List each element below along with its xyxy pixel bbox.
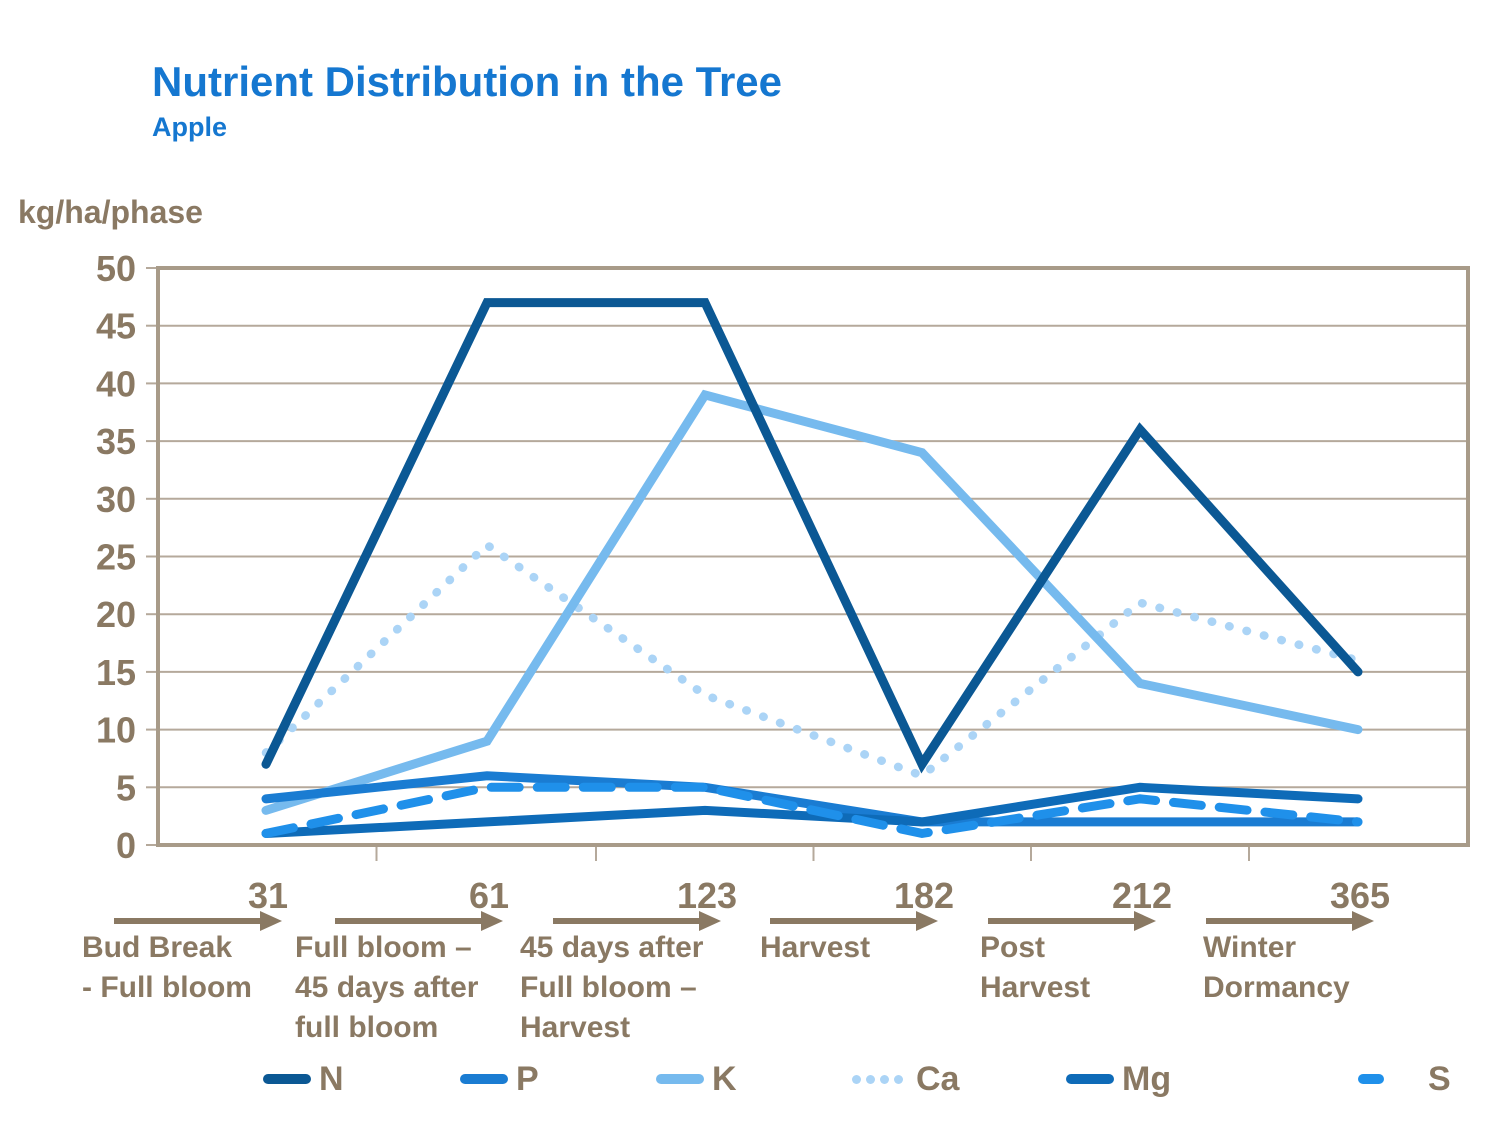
phase-label: Full bloom –45 days after full bloom [295,931,479,1044]
x-axis-day-label: 61 [469,875,509,916]
legend-item-Mg: Mg [1066,1062,1171,1096]
chart-subtitle: Apple [152,112,228,142]
series-line-P [261,771,1363,827]
phase-label: Bud Break - Full bloom [82,931,252,1004]
x-axis-day-label: 31 [248,875,288,916]
y-axis-tick-label: 10 [96,710,136,751]
phase-arrow-head [260,911,282,931]
y-axis-tick-label: 40 [96,363,136,404]
phase-arrow-head [1134,911,1156,931]
legend-swatch-Mg [1066,1074,1114,1084]
y-axis-tick-label: 5 [116,767,136,808]
phase-arrow-head [916,911,938,931]
x-axis-day-label: 212 [1112,875,1172,916]
legend-swatch-Ca [852,1074,908,1084]
phase-label: 45 days after Full bloom – Harvest [520,931,704,1044]
legend-swatch-S [1358,1074,1384,1084]
phase-arrow-head [1352,911,1374,931]
series-line-Mg [261,782,1363,838]
legend-swatch-P [460,1074,508,1084]
legend-item-K: K [656,1062,737,1096]
legend-item-Ca: Ca [852,1062,959,1096]
legend-label-Mg: Mg [1122,1060,1172,1098]
legend-label-K: K [712,1060,737,1098]
y-axis-tick-label: 0 [116,825,136,866]
series-line-K [261,389,1363,815]
legend-swatch-N [263,1074,311,1084]
chart-title: Nutrient Distribution in the Tree [152,58,783,105]
legend-label-S: S [1428,1060,1451,1098]
legend-item-N: N [263,1062,344,1096]
y-axis-tick-label: 45 [96,306,136,347]
series-line-Ca [261,539,1363,781]
y-axis-tick-label: 30 [96,479,136,520]
legend-label-Ca: Ca [916,1060,960,1098]
plot-border [156,266,1470,847]
y-axis-tick-label: 35 [96,421,136,462]
y-axis-tick-label: 20 [96,594,136,635]
phase-arrow-head [481,911,503,931]
phase-label: Harvest [760,931,870,964]
y-axis-unit-label: kg/ha/phase [18,194,203,230]
x-axis-day-label: 365 [1330,875,1390,916]
phase-arrow-head [699,911,721,931]
y-axis-tick-label: 25 [96,537,136,578]
y-axis-tick-label: 50 [96,248,136,289]
phase-label: Winter Dormancy [1203,931,1350,1004]
y-axis-tick-label: 15 [96,652,136,693]
series-line-N [261,298,1363,774]
legend-label-P: P [516,1060,539,1098]
phase-label: Post Harvest [980,931,1090,1004]
legend-item-S: S [1358,1062,1451,1096]
series-line-S [261,782,1363,839]
x-axis-day-label: 182 [894,875,954,916]
legend-swatch-K [656,1074,704,1084]
legend-item-P: P [460,1062,539,1096]
legend-label-N: N [319,1060,344,1098]
x-axis-day-label: 123 [677,875,737,916]
